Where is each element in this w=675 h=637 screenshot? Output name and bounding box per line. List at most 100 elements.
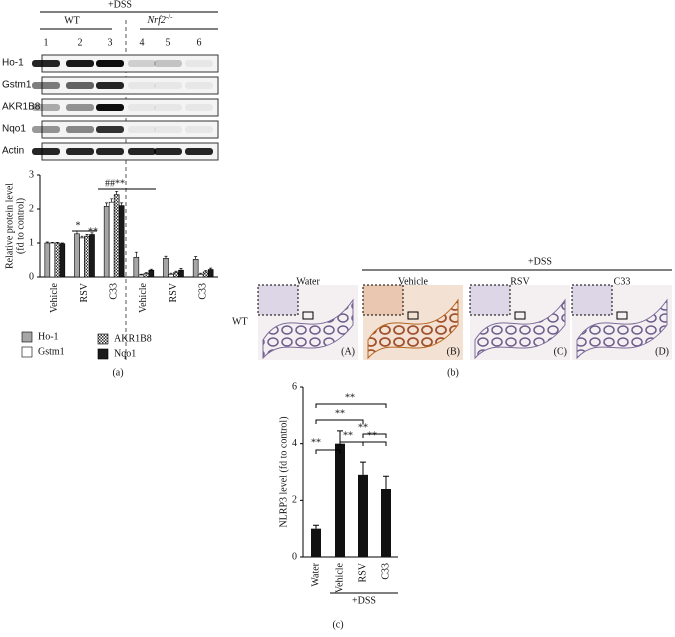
error-bar <box>204 270 208 272</box>
bar <box>381 489 391 557</box>
band <box>185 148 213 155</box>
inset-box <box>514 311 526 320</box>
error-bar <box>179 268 183 271</box>
panel-label: (B) <box>447 346 460 357</box>
bar <box>54 242 61 278</box>
significance-line <box>339 441 364 446</box>
legend-label: Ho-1 <box>38 331 59 342</box>
lane-number: 5 <box>166 37 171 48</box>
bar <box>173 272 179 278</box>
band <box>32 104 60 111</box>
column-label: Water <box>296 276 320 287</box>
inset <box>469 284 511 316</box>
error-bar <box>115 190 119 195</box>
x-tick-label: C33 <box>380 563 391 580</box>
band <box>154 104 182 111</box>
bar <box>311 528 321 557</box>
bar <box>148 269 155 278</box>
error-bar <box>313 524 319 529</box>
x-tick-label: Water <box>310 562 321 586</box>
error-bar <box>105 202 109 207</box>
blot-frame <box>41 98 219 117</box>
error-bar <box>164 255 168 259</box>
row-label: WT <box>232 316 248 327</box>
inset <box>257 284 299 316</box>
panel-label: (C) <box>554 346 567 357</box>
tissue <box>474 298 566 360</box>
error-bar <box>194 256 198 260</box>
error-bar <box>139 273 143 275</box>
bar <box>59 243 66 278</box>
band <box>32 60 60 67</box>
band <box>66 82 94 89</box>
band <box>128 126 156 133</box>
bar <box>192 259 199 278</box>
error-bar <box>144 272 148 274</box>
band <box>128 104 156 111</box>
blots: Ho-1 Gstm1 AKR1B8 Nqo1 Actin <box>2 54 219 161</box>
band <box>185 60 213 67</box>
band <box>154 126 182 133</box>
error-bar <box>85 234 89 237</box>
inset-box <box>407 311 419 320</box>
band <box>154 148 182 155</box>
band-label: Nqo1 <box>2 124 26 135</box>
tissue <box>367 298 459 360</box>
lane-number: 2 <box>78 37 83 48</box>
significance-line <box>315 449 341 454</box>
bar <box>197 273 204 278</box>
x-tick-label: RSV <box>168 282 179 302</box>
group: WT <box>64 15 80 26</box>
error-bar <box>199 272 203 275</box>
bar <box>207 269 214 278</box>
error-bar <box>149 268 153 271</box>
bar <box>84 235 90 278</box>
group-sup: -/- <box>166 13 173 21</box>
band <box>96 82 124 89</box>
histology: +DSS WT Water (A) Vehicle (B) RSV (C) C33 (D) (b) <box>232 256 672 378</box>
legend-label: Nqo1 <box>114 348 136 359</box>
bar <box>44 242 51 278</box>
bar <box>358 474 368 557</box>
blot-frame <box>41 120 219 139</box>
error-bar <box>45 241 49 243</box>
band <box>66 148 94 155</box>
bar <box>89 234 95 278</box>
inset-box <box>302 311 314 320</box>
y-tick-label: 2 <box>292 495 297 506</box>
band <box>128 82 156 89</box>
band <box>154 60 182 67</box>
tissue <box>576 298 668 360</box>
bar <box>138 274 145 278</box>
panel-label: (D) <box>655 346 669 357</box>
error-bar <box>134 251 138 258</box>
significance-line <box>362 433 387 438</box>
error-bar <box>383 475 389 489</box>
y-axis-label: (fd to control) <box>15 198 26 254</box>
bar <box>108 201 115 278</box>
treatment: +DSS <box>108 0 132 10</box>
significance: ** <box>343 430 353 441</box>
bar <box>335 443 345 557</box>
band <box>96 148 124 155</box>
caption: (c) <box>332 619 343 630</box>
bar <box>133 256 140 278</box>
legend-swatch <box>21 346 33 358</box>
band <box>96 60 124 67</box>
error-bar <box>60 242 64 244</box>
caption: (b) <box>447 367 459 378</box>
error-bar <box>55 241 59 243</box>
y-axis-label: Relative protein level <box>4 183 15 269</box>
bar <box>79 237 85 278</box>
error-bar <box>110 198 114 203</box>
band <box>32 126 60 133</box>
y-tick-label: 0 <box>292 551 297 562</box>
x-tick-label: Vehicle <box>334 562 345 593</box>
lane-number: 6 <box>197 37 202 48</box>
band-label: Gstm1 <box>2 80 32 91</box>
significance: ** <box>345 392 355 403</box>
group: Nrf2-/- <box>147 13 174 27</box>
band <box>66 104 94 111</box>
band <box>32 148 60 155</box>
